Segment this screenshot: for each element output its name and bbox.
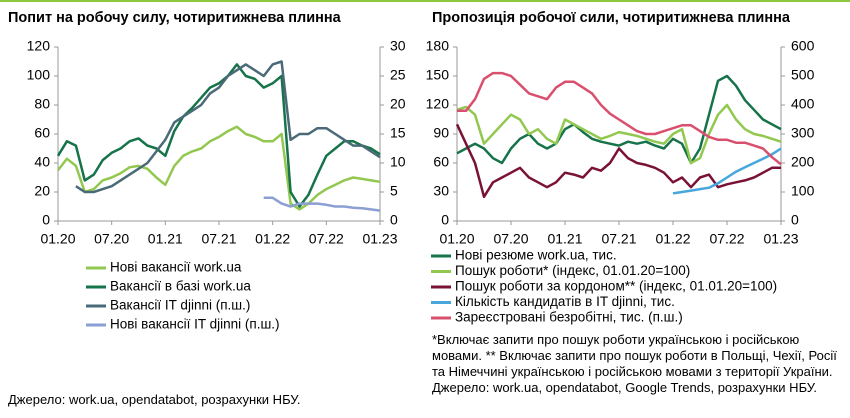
source: Джерело: work.ua, opendatabot, розрахунк…: [8, 392, 301, 407]
y-tick-label: 0: [441, 212, 449, 228]
x-tick-label: 07.21: [201, 231, 236, 247]
series-line: [456, 103, 782, 165]
series-line: [263, 196, 381, 212]
x-tick-label: 01.22: [655, 231, 690, 247]
legend-label: Вакансії IT djinni (п.ш.): [110, 298, 250, 313]
series-line: [456, 74, 782, 165]
y-tick-label: 180: [426, 38, 450, 54]
series-line: [672, 147, 782, 195]
y-tick-label: 60: [34, 125, 50, 141]
note: *Включає запити про пошук роботи українс…: [432, 332, 837, 395]
x-tick-label: 01.23: [362, 231, 397, 247]
y2-tick-label: 600: [791, 38, 815, 54]
y2-tick-label: 0: [390, 212, 398, 228]
x-tick-label: 07.20: [493, 231, 528, 247]
y-tick-label: 40: [34, 154, 50, 170]
y-tick-label: 30: [433, 183, 449, 199]
series-line: [57, 125, 381, 211]
series-line: [455, 123, 781, 199]
y2-tick-label: 5: [390, 183, 398, 199]
legend-label: Пошук роботи за кордоном** (індекс, 01.0…: [455, 279, 777, 294]
x-tick-label: 01.20: [40, 231, 75, 247]
x-tick-label: 07.20: [94, 231, 129, 247]
y2-tick-label: 300: [791, 125, 815, 141]
legend-label: Зареєстровані безробітні, тис. (п.ш.): [455, 310, 683, 325]
y2-tick-label: 0: [791, 212, 799, 228]
y2-tick-label: 25: [390, 67, 406, 83]
y2-tick-label: 30: [390, 38, 406, 54]
series-line: [56, 63, 381, 208]
series-line: [457, 71, 782, 166]
y2-tick-label: 400: [791, 96, 815, 112]
x-tick-label: 07.21: [601, 231, 636, 247]
y2-tick-label: 500: [791, 67, 815, 83]
x-tick-label: 01.21: [148, 231, 183, 247]
x-tick-label: 01.20: [439, 231, 474, 247]
x-tick-label: 07.22: [709, 231, 744, 247]
legend-label: Вакансії в базі work.ua: [110, 279, 251, 294]
chart-title: Пропозиція робочої сили, чотиритижнева п…: [432, 10, 791, 26]
y-tick-label: 120: [27, 38, 51, 54]
legend-label: Пошук роботи* (індекс, 01.01.20=100): [455, 263, 690, 278]
legend-label: Кількість кандидатів в IT djinni, тис.: [455, 294, 675, 309]
y2-tick-label: 100: [791, 183, 815, 199]
legend-label: Нові резюме work.ua, тис.: [455, 248, 617, 263]
y2-tick-label: 15: [390, 125, 406, 141]
y-tick-label: 120: [426, 96, 450, 112]
y2-tick-label: 20: [390, 96, 406, 112]
y-tick-label: 100: [27, 67, 51, 83]
y-tick-label: 80: [34, 96, 50, 112]
legend-label: Нові вакансії work.ua: [110, 260, 242, 275]
chart-title: Попит на робочу силу, чотиритижнева плин…: [8, 10, 342, 26]
y-tick-label: 150: [426, 67, 450, 83]
y2-tick-label: 10: [390, 154, 406, 170]
y2-tick-label: 200: [791, 154, 815, 170]
y-tick-label: 0: [42, 212, 50, 228]
y-tick-label: 20: [34, 183, 50, 199]
y-tick-label: 90: [433, 125, 449, 141]
x-tick-label: 01.23: [763, 231, 798, 247]
series-line: [75, 60, 381, 194]
x-tick-label: 07.22: [309, 231, 344, 247]
x-tick-label: 01.21: [547, 231, 582, 247]
y-tick-label: 60: [433, 154, 449, 170]
legend-label: Нові вакансії IT djinni (п.ш.): [110, 317, 280, 332]
x-tick-label: 01.22: [255, 231, 290, 247]
